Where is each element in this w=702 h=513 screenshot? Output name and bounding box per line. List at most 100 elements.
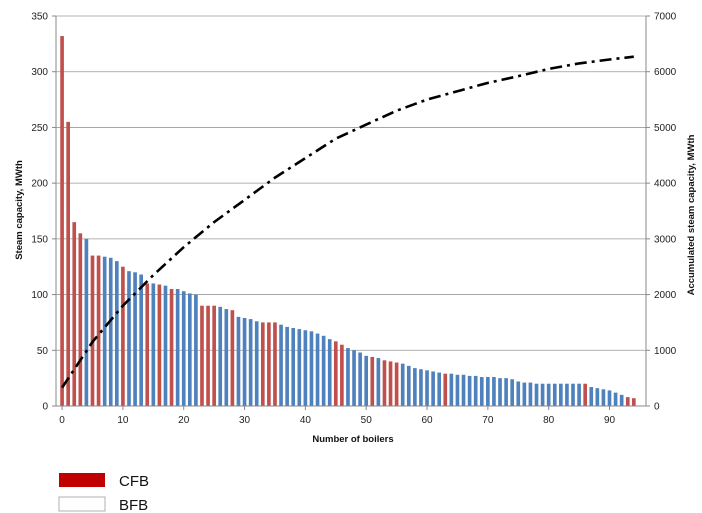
tick-labels: 0501001502002503003500100020003000400050… [31,12,676,427]
legend-swatch-bfb [58,496,106,512]
y-right-tick-label-5: 5000 [654,123,677,134]
bar-bfb-29 [236,316,241,406]
bar-cfb-46 [340,344,344,406]
bar-bfb-26 [218,306,223,406]
bar-bfb-80 [546,383,551,406]
bar-cfb-16 [157,284,162,406]
bar-cfb-2 [72,222,77,406]
y-left-tick-label-2: 100 [31,290,48,301]
bar-bfb-87 [589,387,594,406]
bar-bfb-91 [613,392,618,406]
bar-bfb-62 [437,372,442,406]
x-tick-label-4: 40 [300,415,312,426]
bar-bfb-76 [522,382,527,406]
bar-bfb-79 [540,383,545,406]
bar-bfb-30 [242,317,247,406]
bar-bfb-41 [309,331,314,406]
bar-bfb-43 [321,335,326,406]
x-tick-label-3: 30 [239,415,251,426]
bar-cfb-34 [267,322,271,406]
y-left-tick-label-6: 300 [31,67,48,78]
bar-bfb-49 [358,352,362,406]
bar-bfb-73 [504,378,508,406]
y-right-tick-label-1: 1000 [654,346,677,357]
bar-bfb-32 [254,321,259,406]
y-left-tick-label-0: 0 [42,402,48,413]
bar-bfb-60 [425,370,429,406]
y-axis-left-title: Steam capacity, MWth [14,160,25,260]
bar-bfb-20 [181,291,186,406]
bar-bfb-70 [486,377,490,406]
bar-bfb-85 [577,383,581,406]
bar-bfb-40 [303,330,308,406]
bar-bfb-44 [327,339,332,406]
bar-cfb-24 [206,305,210,406]
bar-bfb-13 [139,274,143,406]
x-tick-label-7: 70 [482,415,494,426]
bar-bfb-92 [619,394,624,406]
bar-bfb-19 [175,289,180,406]
bar-bfb-38 [291,328,296,406]
bar-bfb-88 [595,388,600,406]
bar-bfb-17 [163,285,168,406]
bar-cfb-86 [583,383,587,406]
legend: CFB BFB [58,473,149,513]
bar-cfb-23 [200,305,204,406]
bar-cfb-33 [260,322,265,406]
bar-bfb-22 [194,294,198,406]
bar-cfb-18 [169,289,174,406]
bar-cfb-45 [333,341,338,406]
y-right-tick-label-4: 4000 [654,179,677,190]
bar-cfb-1 [66,121,70,406]
bar-cfb-93 [625,397,630,406]
y-right-tick-label-0: 0 [654,402,660,413]
y-left-tick-label-7: 350 [31,12,48,23]
bar-bfb-67 [467,375,472,406]
bar-bfb-58 [413,368,417,406]
bar-bfb-90 [607,390,612,406]
bar-bfb-50 [364,355,369,406]
bar-cfb-35 [273,322,277,406]
accumulated-capacity-line [61,55,634,389]
bar-bfb-12 [133,272,137,406]
y-right-tick-label-7: 7000 [654,12,677,23]
bar-bfb-21 [187,293,192,406]
bar-bfb-66 [461,374,466,406]
bar-bfb-59 [419,369,423,406]
bar-bfb-42 [315,333,320,406]
x-tick-label-6: 60 [421,415,433,426]
bar-bfb-84 [571,383,575,406]
bar-bfb-64 [449,373,454,406]
y-right-tick-label-6: 6000 [654,67,677,78]
bar-cfb-25 [212,305,216,406]
bar-bfb-47 [346,348,350,406]
y-left-tick-label-4: 200 [31,179,48,190]
bar-bfb-75 [516,381,521,406]
x-tick-label-0: 0 [59,415,65,426]
bar-cfb-63 [443,373,448,406]
bar-bfb-48 [352,350,356,406]
y-left-tick-label-1: 50 [37,346,49,357]
bar-bfb-77 [528,382,533,406]
bar-bfb-15 [151,283,156,406]
bar-cfb-54 [388,361,393,406]
bar-bfb-52 [376,358,381,406]
bar-cfb-53 [382,360,387,406]
bar-bfb-72 [498,378,502,406]
bar-bfb-74 [510,379,515,406]
y-left-tick-label-3: 150 [31,234,48,245]
bar-bfb-69 [479,377,484,406]
y-right-tick-label-2: 2000 [654,290,677,301]
bar-bfb-7 [102,256,107,406]
bar-cfb-5 [90,255,95,406]
bar-bfb-68 [473,375,478,406]
accumulated-curve-group [61,55,634,389]
bar-cfb-55 [394,362,399,406]
bar-bfb-27 [224,309,229,406]
bar-bfb-83 [565,383,569,406]
bar-bfb-36 [279,324,283,406]
x-tick-label-5: 50 [361,415,373,426]
x-tick-label-2: 20 [178,415,190,426]
y-axis-right-title: Accumulated steam capacity, MWth [686,134,697,295]
